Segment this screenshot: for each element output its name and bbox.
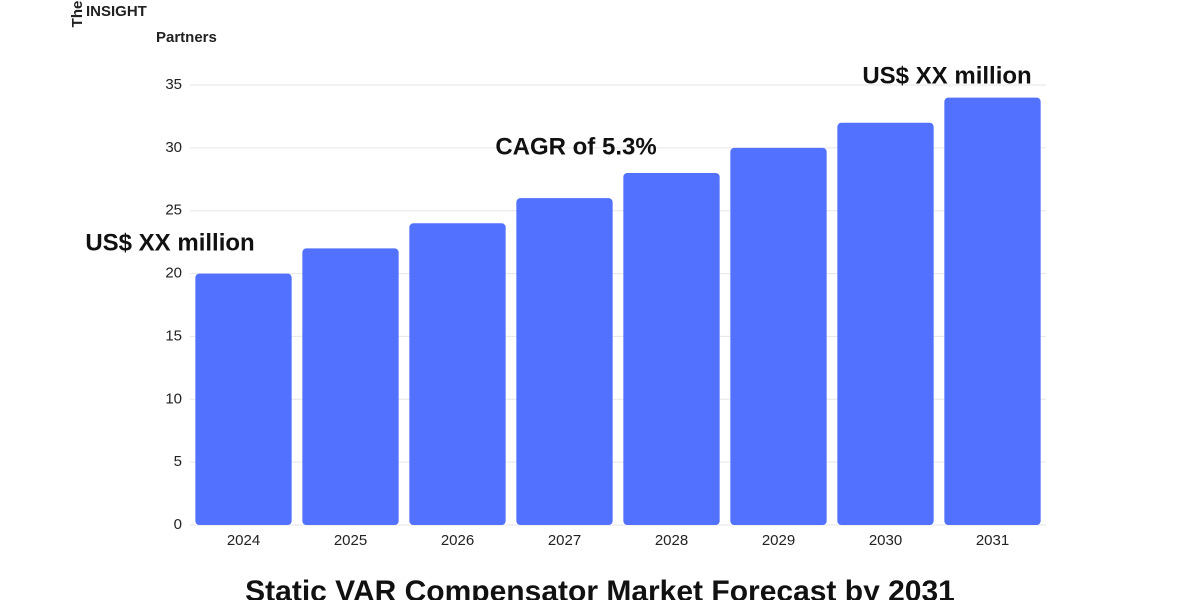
bar — [195, 273, 292, 525]
logo-suffix: Partners — [156, 29, 217, 46]
x-tick-label: 2030 — [869, 532, 902, 549]
y-tick-label: 35 — [165, 76, 182, 93]
chart-title: Static VAR Compensator Market Forecast b… — [245, 575, 955, 600]
y-tick-label: 10 — [165, 390, 182, 407]
x-tick-label: 2031 — [976, 532, 1009, 549]
bar — [302, 248, 399, 525]
bar — [623, 173, 720, 525]
y-tick-label: 20 — [165, 265, 182, 282]
bar — [409, 223, 506, 526]
y-tick-label: 30 — [165, 139, 182, 156]
y-tick-label: 15 — [165, 327, 182, 344]
logo: The INSIGHT Partners — [69, 1, 217, 46]
bar — [730, 147, 827, 525]
annotation: US$ XX million — [862, 62, 1031, 89]
y-tick-label: 0 — [174, 516, 182, 533]
x-tick-label: 2029 — [762, 532, 795, 549]
x-tick-label: 2025 — [334, 532, 367, 549]
bar — [944, 97, 1041, 526]
x-tick-label: 2026 — [441, 532, 474, 549]
bar — [837, 122, 934, 525]
annotation: CAGR of 5.3% — [495, 133, 656, 160]
x-tick-label: 2027 — [548, 532, 581, 549]
bar — [516, 198, 613, 525]
logo-name: INSIGHT — [86, 3, 147, 20]
x-tick-label: 2028 — [655, 532, 688, 549]
logo-prefix: The — [69, 1, 86, 28]
x-tick-label: 2024 — [227, 532, 260, 549]
y-tick-label: 5 — [174, 453, 182, 470]
annotation: US$ XX million — [85, 229, 254, 256]
y-tick-label: 25 — [165, 202, 182, 219]
